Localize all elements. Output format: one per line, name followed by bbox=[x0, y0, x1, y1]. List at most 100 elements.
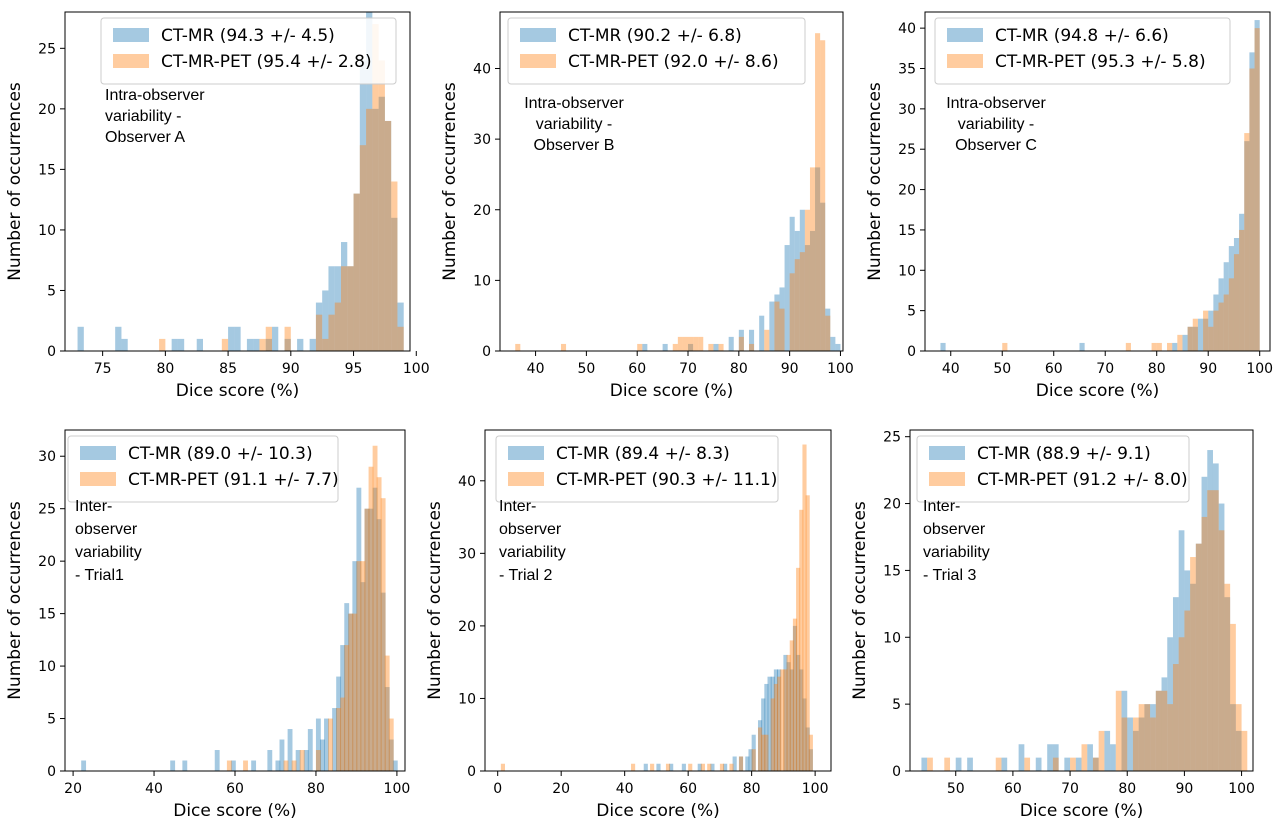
histogram-bar bbox=[265, 338, 272, 351]
histogram-bar bbox=[1081, 744, 1088, 771]
histogram-bar bbox=[1203, 318, 1209, 351]
histogram-bar bbox=[230, 760, 236, 771]
histogram-bar bbox=[745, 756, 750, 771]
histogram-bar bbox=[1092, 757, 1099, 771]
annotation-line: Intra-observer bbox=[105, 87, 205, 104]
histogram-bar bbox=[1098, 730, 1105, 771]
x-tick-label: 70 bbox=[1096, 361, 1114, 377]
histogram-bar bbox=[757, 727, 763, 771]
histogram-bar bbox=[1172, 597, 1179, 771]
y-tick-label: 10 bbox=[38, 659, 56, 675]
histogram-bar bbox=[284, 338, 291, 351]
histogram-bar bbox=[1092, 757, 1099, 771]
x-tick-label: 60 bbox=[1045, 361, 1063, 377]
histogram-bar bbox=[799, 509, 804, 771]
histogram-bar bbox=[665, 763, 671, 771]
histogram-bar bbox=[1047, 744, 1053, 771]
y-tick-label: 10 bbox=[883, 630, 901, 646]
histogram-bar bbox=[767, 676, 772, 771]
histogram-bar bbox=[344, 603, 350, 771]
histogram-bar bbox=[1187, 326, 1193, 351]
y-tick-label: 30 bbox=[473, 132, 491, 148]
histogram-bar bbox=[1244, 141, 1250, 351]
y-tick-label: 0 bbox=[467, 764, 476, 780]
histogram-bar bbox=[770, 698, 775, 771]
histogram-bar bbox=[328, 718, 333, 771]
histogram-bar bbox=[1218, 302, 1224, 351]
y-tick-label: 40 bbox=[898, 21, 916, 37]
y-tick-label: 0 bbox=[482, 344, 491, 360]
legend-label: CT-MR-PET (95.3 +/- 5.8) bbox=[995, 52, 1206, 72]
histogram-bar bbox=[738, 329, 744, 351]
histogram-bar bbox=[259, 338, 266, 351]
annotation-line: - Trial 2 bbox=[499, 567, 552, 584]
series-ct-mr bbox=[81, 487, 398, 771]
y-tick-label: 5 bbox=[892, 697, 901, 713]
y-tick-label: 0 bbox=[47, 344, 56, 360]
histogram-bar bbox=[1201, 516, 1208, 771]
histogram-bar bbox=[359, 145, 367, 351]
x-axis-label: Dice score (%) bbox=[173, 801, 297, 821]
legend-swatch bbox=[80, 472, 116, 486]
histogram-bar bbox=[802, 444, 807, 771]
legend-label: CT-MR-PET (92.0 +/- 8.6) bbox=[568, 52, 779, 72]
histogram-bar bbox=[1155, 690, 1162, 771]
histogram-bar bbox=[1052, 744, 1059, 771]
histogram-bar bbox=[322, 338, 329, 351]
histogram-bar bbox=[777, 676, 782, 771]
axes-frame bbox=[909, 429, 1254, 772]
histogram-bar bbox=[265, 326, 272, 351]
histogram-bar bbox=[332, 708, 337, 771]
histogram-bar bbox=[815, 33, 821, 351]
histogram-bar bbox=[1167, 637, 1173, 771]
y-tick-label: 30 bbox=[38, 449, 56, 465]
x-tick-label: 80 bbox=[307, 781, 325, 797]
histogram-bar bbox=[1192, 318, 1198, 351]
series-ct-mr bbox=[642, 167, 841, 352]
histogram-bar bbox=[1212, 463, 1219, 771]
histogram-bar bbox=[1228, 278, 1234, 351]
histogram-bar bbox=[364, 508, 370, 771]
histogram-bar bbox=[115, 326, 122, 351]
histogram-bar bbox=[1144, 704, 1151, 771]
histogram-bar bbox=[718, 343, 724, 351]
legend: CT-MR (94.3 +/- 4.5) CT-MR-PET (95.4 +/- … bbox=[100, 17, 397, 85]
y-tick-label: 30 bbox=[458, 546, 476, 562]
histogram-bar bbox=[376, 519, 382, 771]
y-tick-label: 15 bbox=[883, 563, 901, 579]
x-tick-label: 60 bbox=[628, 361, 646, 377]
histogram-bar bbox=[384, 120, 392, 352]
histogram-bar bbox=[769, 301, 775, 351]
annotation: Inter-observer variability - Trial 2 bbox=[499, 498, 566, 584]
series-ct-mr bbox=[940, 20, 1260, 352]
histogram-bar bbox=[761, 698, 766, 771]
histogram-bar bbox=[967, 757, 973, 771]
histogram-bar bbox=[372, 487, 378, 771]
legend-swatch bbox=[508, 446, 544, 460]
annotation-line: variability - bbox=[536, 116, 612, 133]
histogram-bar bbox=[328, 266, 335, 351]
histogram-bar bbox=[825, 308, 831, 352]
x-tick-label: 20 bbox=[64, 781, 82, 797]
histogram-bar bbox=[805, 727, 810, 771]
histogram-bar bbox=[1161, 677, 1168, 771]
x-tick-label: 40 bbox=[145, 781, 163, 797]
histogram-bar bbox=[170, 760, 176, 771]
histogram-bar bbox=[356, 561, 362, 771]
histogram-bar bbox=[315, 718, 321, 771]
histogram-bar bbox=[384, 655, 390, 771]
x-tick-label: 90 bbox=[1175, 781, 1193, 797]
histogram-bar bbox=[347, 266, 354, 351]
annotation-line: Observer B bbox=[534, 137, 615, 154]
x-tick-label: 100 bbox=[802, 781, 829, 797]
y-tick-label: 20 bbox=[38, 102, 56, 118]
histogram-bar bbox=[700, 763, 705, 771]
y-tick-label: 10 bbox=[38, 223, 56, 239]
histogram-bar bbox=[728, 336, 734, 352]
axes-frame bbox=[64, 11, 411, 352]
annotation: Intra-observer variability - Observer A bbox=[105, 87, 205, 146]
histogram-bar bbox=[1235, 730, 1242, 771]
y-tick-label: 20 bbox=[898, 183, 916, 199]
legend-swatch bbox=[113, 28, 149, 42]
